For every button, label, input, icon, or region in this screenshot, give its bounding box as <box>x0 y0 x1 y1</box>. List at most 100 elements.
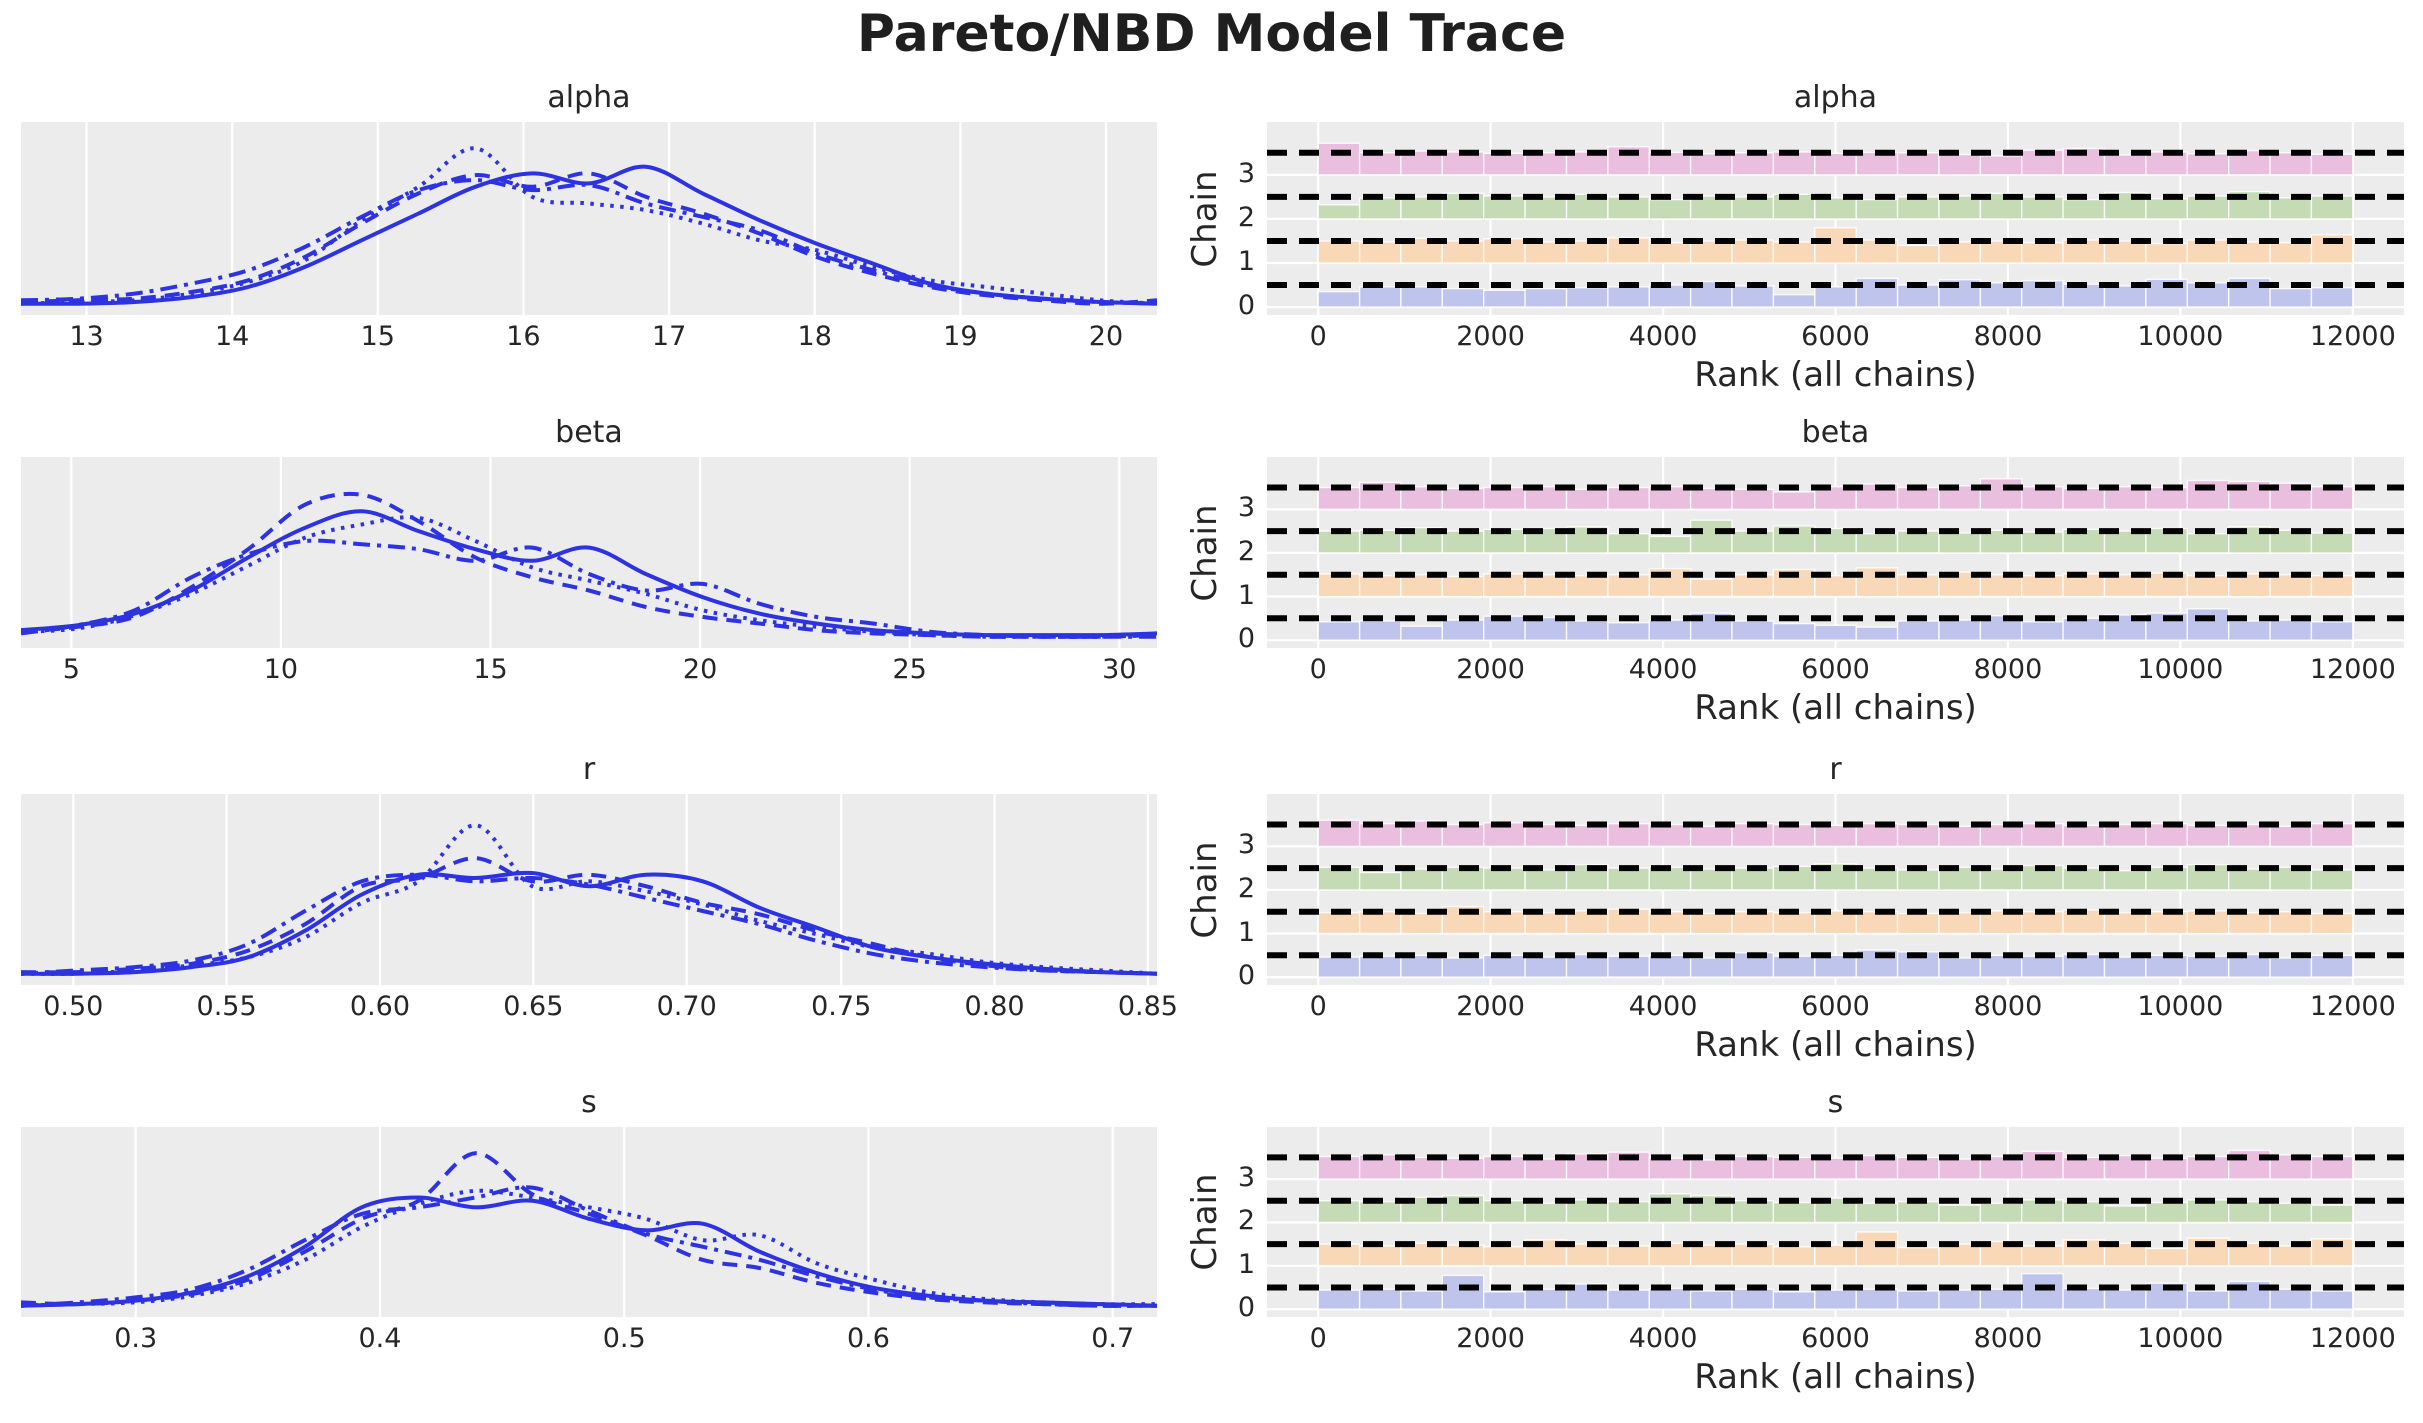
kde-plot-s <box>21 1127 1157 1317</box>
kde-xtick-r: 0.55 <box>196 991 257 1022</box>
rank-bar <box>1772 622 1816 641</box>
rank-xlabel-alpha: Rank (all chains) <box>1694 355 1977 395</box>
rank-bar <box>2145 1201 2189 1224</box>
rank-bar <box>1938 619 1982 641</box>
rank-bar <box>1400 1290 1443 1310</box>
rank-bar <box>1979 1202 2023 1224</box>
rank-bar <box>1317 142 1361 176</box>
rank-bar <box>1814 286 1857 308</box>
rank-xtick-beta: 8000 <box>1973 654 2043 685</box>
rank-bar <box>1358 955 1402 978</box>
rank-bar <box>2021 621 2064 641</box>
rank-bar <box>2103 240 2147 264</box>
rank-bar <box>1896 869 1940 891</box>
kde-xtick-s: 0.5 <box>602 1323 646 1354</box>
rank-bar <box>1524 241 1568 264</box>
rank-bar <box>2021 196 2064 220</box>
rank-bars-chain-2 <box>1317 519 2354 554</box>
rank-bar <box>1358 152 1402 176</box>
rank-bar <box>1524 1158 1568 1180</box>
rank-bar <box>1607 286 1650 308</box>
rank-xtick-s: 4000 <box>1628 1323 1698 1354</box>
rank-title-s: s <box>1827 1085 1844 1120</box>
rank-bar <box>1358 1245 1402 1267</box>
kde-curve-chain-2 <box>21 872 1157 976</box>
rank-bar <box>1938 911 1982 935</box>
rank-bar <box>1979 823 2023 847</box>
rank-bar <box>1689 1290 1733 1310</box>
rank-bar <box>1317 290 1361 308</box>
rank-ytick-r: 1 <box>1237 916 1255 948</box>
plot-background <box>21 794 1157 985</box>
rank-xtick-beta: 0 <box>1309 654 1327 685</box>
rank-bars-chain-0 <box>1317 608 2354 641</box>
plot-background <box>21 457 1157 648</box>
rank-bar <box>1731 530 1775 554</box>
rank-bar <box>1358 910 1402 935</box>
kde-title-s: s <box>581 1085 597 1120</box>
rank-bar <box>2269 1245 2313 1267</box>
rank-bar <box>1648 535 1692 554</box>
rank-bar <box>1814 1244 1857 1267</box>
rank-bar <box>1772 293 1816 308</box>
rank-bar <box>1441 530 1485 554</box>
rank-bar <box>1979 868 2023 891</box>
rank-bar <box>1441 287 1485 308</box>
rank-bar <box>1317 621 1361 641</box>
kde-curve-chain-2 <box>21 538 1157 639</box>
rank-bar <box>1814 624 1857 641</box>
rank-xtick-alpha: 2000 <box>1456 321 1525 352</box>
rank-bar <box>1607 532 1650 554</box>
kde-xtick-beta: 30 <box>1102 654 1137 685</box>
rank-bar <box>2145 1247 2189 1267</box>
rank-bar <box>1896 1246 1940 1267</box>
rank-bar <box>1938 532 1982 554</box>
rank-bar <box>1938 1204 1982 1224</box>
rank-bar <box>1482 1291 1526 1310</box>
rank-bar <box>1772 1156 1816 1180</box>
rank-bar <box>1855 1288 1899 1310</box>
rank-bar <box>2103 285 2147 308</box>
rank-bar <box>1358 1288 1402 1310</box>
rank-bar <box>1855 1231 1899 1267</box>
kde-xtick-r: 0.60 <box>349 991 411 1022</box>
rank-bar <box>1524 152 1568 176</box>
rank-bar <box>1524 911 1568 935</box>
rank-bar <box>1648 823 1692 847</box>
kde-curve-chain-3 <box>21 515 1157 639</box>
rank-bar <box>2145 954 2189 978</box>
rank-bar <box>1358 241 1402 264</box>
rank-bar <box>1400 954 1443 978</box>
kde-xtick-beta: 25 <box>892 654 927 685</box>
rank-bar <box>1814 1289 1857 1310</box>
rank-bar <box>2145 1157 2189 1180</box>
rank-bar <box>1441 1157 1485 1180</box>
rank-ytick-beta: 1 <box>1237 579 1255 611</box>
rank-bar <box>1565 286 1609 308</box>
rank-bar <box>1896 530 1940 554</box>
rank-ytick-r: 2 <box>1237 872 1255 904</box>
rank-bar <box>1482 289 1526 308</box>
rank-bar <box>1607 573 1650 598</box>
kde-curve-chain-3 <box>21 146 1157 306</box>
kde-xtick-r: 0.50 <box>43 991 104 1022</box>
rank-bar <box>1814 152 1857 176</box>
rank-bar <box>1400 625 1443 641</box>
rank-bar <box>1814 197 1857 220</box>
rank-xtick-s: 12000 <box>2309 1323 2396 1354</box>
rank-bar <box>1607 1200 1650 1224</box>
rank-ytick-r: 0 <box>1237 960 1255 992</box>
kde-xtick-s: 0.3 <box>114 1323 158 1354</box>
rank-bar <box>1689 487 1733 510</box>
rank-plot-beta <box>1267 457 2404 648</box>
rank-xtick-beta: 10000 <box>2137 654 2224 685</box>
rank-bar <box>1731 1243 1775 1267</box>
rank-bar <box>2310 1204 2354 1224</box>
rank-bar <box>1896 244 1940 264</box>
rank-bar <box>1731 867 1775 891</box>
rank-bar <box>1979 240 2023 264</box>
rank-bar <box>1648 241 1692 264</box>
rank-bar <box>1441 1244 1485 1267</box>
kde-curve-chain-3 <box>21 823 1157 976</box>
rank-bar <box>1524 1288 1568 1310</box>
